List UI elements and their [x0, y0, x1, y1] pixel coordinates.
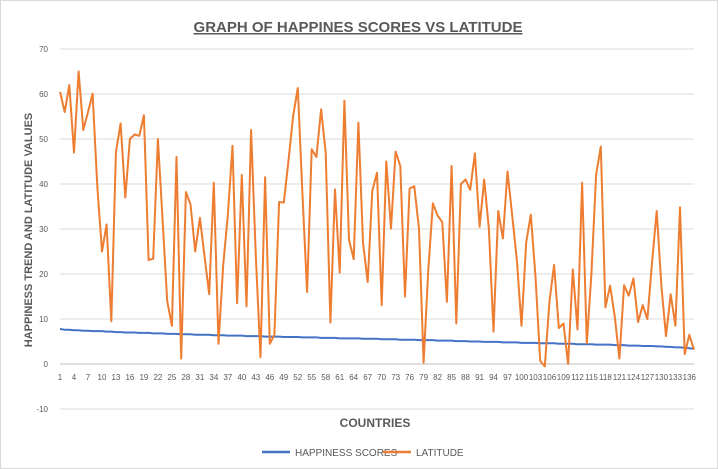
x-tick-label: 43 — [251, 373, 260, 382]
x-tick-label: 88 — [461, 373, 470, 382]
x-tick-label: 106 — [543, 373, 557, 382]
x-tick-label: 103 — [529, 373, 543, 382]
x-tick-label: 7 — [86, 373, 91, 382]
x-tick-label: 46 — [265, 373, 274, 382]
x-tick-label: 127 — [641, 373, 655, 382]
x-tick-label: 82 — [433, 373, 442, 382]
x-tick-label: 124 — [627, 373, 641, 382]
x-tick-label: 79 — [419, 373, 428, 382]
x-tick-label: 136 — [683, 373, 697, 382]
y-tick-label: 10 — [39, 315, 48, 324]
y-tick-label: -10 — [36, 405, 48, 414]
y-axis-title: HAPPINESS TREND AND LATITUDE VALUES — [23, 113, 35, 347]
x-tick-label: 109 — [557, 373, 571, 382]
x-tick-label: 97 — [503, 373, 512, 382]
x-tick-label: 40 — [237, 373, 246, 382]
y-tick-label: 0 — [44, 360, 49, 369]
x-tick-label: 112 — [571, 373, 584, 382]
x-tick-label: 4 — [72, 373, 77, 382]
y-axis-tick-labels: -10 0 10 20 30 40 50 60 70 — [36, 45, 48, 414]
x-tick-label: 19 — [139, 373, 148, 382]
x-tick-label: 91 — [475, 373, 484, 382]
x-tick-label: 100 — [515, 373, 529, 382]
x-tick-label: 55 — [307, 373, 316, 382]
series-line-happiness-scores — [59, 327, 695, 350]
legend-label-happiness: HAPPINESS SCORES — [295, 448, 398, 459]
x-tick-label: 22 — [153, 373, 162, 382]
x-tick-label: 49 — [279, 373, 288, 382]
x-tick-label: 34 — [209, 373, 218, 382]
x-tick-label: 64 — [349, 373, 358, 382]
x-tick-label: 1 — [58, 373, 63, 382]
x-tick-label: 61 — [335, 373, 344, 382]
series-line-latitude — [59, 70, 695, 368]
x-tick-label: 121 — [613, 373, 627, 382]
x-tick-label: 76 — [405, 373, 414, 382]
x-tick-label: 28 — [181, 373, 190, 382]
x-tick-label: 31 — [195, 373, 204, 382]
x-tick-label: 94 — [489, 373, 498, 382]
x-tick-label: 73 — [391, 373, 400, 382]
y-tick-label: 30 — [39, 225, 48, 234]
y-tick-label: 70 — [39, 45, 48, 54]
x-tick-label: 10 — [98, 373, 107, 382]
x-tick-label: 118 — [599, 373, 612, 382]
x-tick-label: 16 — [125, 373, 134, 382]
x-tick-label: 25 — [167, 373, 176, 382]
x-tick-label: 70 — [377, 373, 386, 382]
x-tick-label: 52 — [293, 373, 302, 382]
legend: HAPPINESS SCORES LATITUDE — [262, 448, 464, 459]
y-tick-label: 20 — [39, 270, 48, 279]
y-tick-label: 50 — [39, 135, 48, 144]
x-tick-label: 85 — [447, 373, 456, 382]
x-tick-label: 67 — [363, 373, 372, 382]
y-tick-label: 60 — [39, 90, 48, 99]
x-axis-title: COUNTRIES — [340, 416, 411, 430]
y-tick-label: 40 — [39, 180, 48, 189]
x-tick-label: 115 — [585, 373, 598, 382]
x-axis-tick-labels: 1 4 7 10 13 16 19 22 25 28 31 34 37 40 43 46 49 52 55 58 61 6… — [58, 373, 697, 382]
legend-label-latitude: LATITUDE — [416, 448, 464, 459]
chart-title: GRAPH OF HAPPINES SCORES VS LATITUDE — [194, 19, 523, 36]
x-tick-label: 130 — [655, 373, 669, 382]
series-lines — [59, 70, 695, 368]
x-tick-label: 58 — [321, 373, 330, 382]
x-tick-label: 13 — [111, 373, 120, 382]
x-tick-label: 37 — [223, 373, 232, 382]
x-tick-label: 133 — [669, 373, 683, 382]
